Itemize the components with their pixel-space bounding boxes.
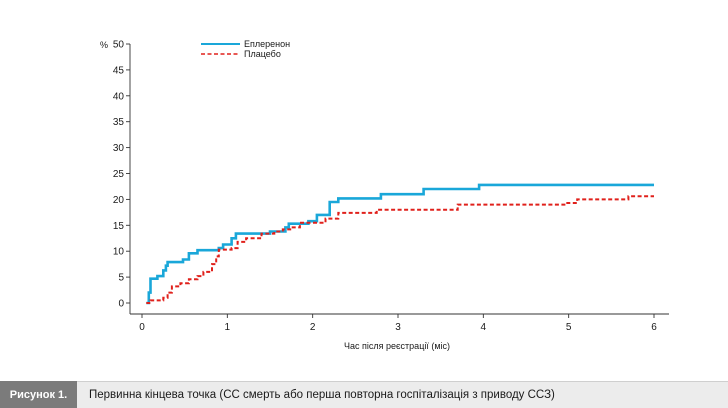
axes [129,44,669,315]
y-tick-label: 10 [113,247,125,258]
x-tick-label: 2 [310,322,316,333]
y-tick-label: 25 [113,169,125,180]
series-line-1 [146,183,654,305]
y-tick-label: 15 [113,221,125,232]
y-tick-label: 35 [113,117,125,128]
figure-caption-text: Первинна кінцева точка (СС смерть або пе… [77,381,728,408]
y-tick-label: 20 [113,195,125,206]
y-tick-label: 30 [113,143,125,154]
x-tick-label: 0 [139,322,145,333]
x-tick-label: 4 [481,322,487,333]
legend-label-1: Еплеренон [244,39,290,49]
y-tick-label: 50 [113,40,125,51]
series-line-2 [146,195,654,304]
y-tick-label: 40 [113,91,125,102]
figure-caption-label: Рисунок 1. [0,381,77,408]
legend-label-2: Плацебо [244,49,281,59]
x-tick-label: 3 [395,322,401,333]
y-tick-label: 45 [113,65,125,76]
y-tick-label: 0 [118,299,124,310]
x-axis-label: Час після реєстрації (міс) [344,341,450,351]
y-axis-label: % [100,40,108,50]
y-tick-label: 5 [118,273,124,284]
x-tick-label: 1 [225,322,231,333]
figure-caption-bar: Рисунок 1. Первинна кінцева точка (СС см… [0,381,728,408]
x-tick-label: 6 [651,322,657,333]
series-layer [146,183,654,305]
x-tick-label: 5 [566,322,572,333]
